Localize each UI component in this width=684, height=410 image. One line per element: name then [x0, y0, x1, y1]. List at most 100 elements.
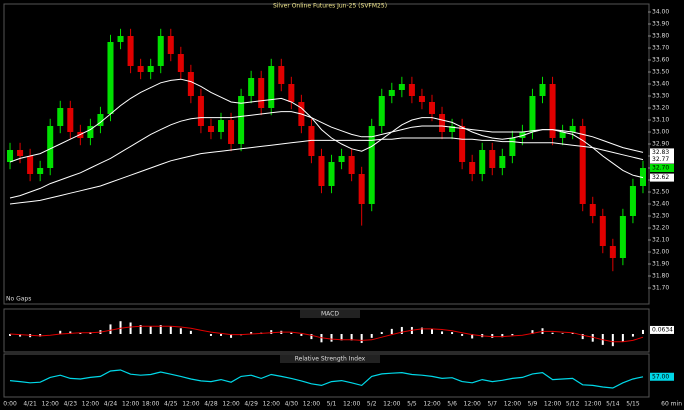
- x-tick-label: 12:00: [263, 401, 280, 408]
- candle-body: [378, 96, 385, 126]
- macd-bar: [430, 328, 433, 334]
- candle-body: [609, 246, 616, 258]
- candle-body: [37, 168, 44, 174]
- candle-body: [469, 162, 476, 174]
- x-tick-label: 12:00: [82, 401, 99, 408]
- value-tag: 32.77: [652, 156, 669, 163]
- candle-body: [459, 126, 466, 162]
- x-tick-label: 12:00: [42, 401, 59, 408]
- macd-bar: [531, 330, 534, 334]
- macd-title: MACD: [321, 311, 339, 318]
- macd-bar: [571, 332, 574, 334]
- candle-body: [358, 174, 365, 204]
- candle-body: [248, 78, 255, 96]
- candle-body: [268, 66, 275, 108]
- candle-body: [489, 150, 496, 168]
- macd-bar: [300, 334, 303, 336]
- candle-body: [519, 132, 526, 138]
- candle-body: [288, 84, 295, 102]
- macd-bar: [621, 334, 624, 342]
- macd-bar: [471, 334, 474, 339]
- y-tick-label: 32.90: [652, 141, 669, 148]
- candle-body: [97, 114, 104, 126]
- candle-body: [147, 66, 154, 72]
- macd-bar: [330, 334, 333, 342]
- moving-average: [9, 78, 644, 179]
- x-tick-label: 5/2: [367, 401, 377, 408]
- candle-body: [308, 126, 315, 156]
- candle-body: [57, 108, 64, 126]
- macd-bar: [451, 332, 454, 334]
- y-tick-label: 33.00: [652, 129, 669, 136]
- value-tag: 32.70: [652, 165, 669, 172]
- y-tick-label: 32.30: [652, 213, 669, 220]
- macd-bar: [390, 328, 393, 334]
- moving-average: [9, 111, 644, 199]
- macd-bar: [19, 334, 22, 337]
- macd-bar: [350, 334, 353, 341]
- y-tick-label: 34.00: [652, 9, 669, 16]
- candle-body: [107, 42, 114, 114]
- x-tick-label: 4/25: [164, 401, 178, 408]
- macd-bar: [9, 334, 12, 336]
- candle-body: [408, 84, 415, 96]
- candle-body: [509, 138, 516, 156]
- x-tick-label: 5/7: [487, 401, 497, 408]
- x-tick-label: 12:00: [122, 401, 139, 408]
- candle-body: [569, 126, 576, 132]
- candle-body: [388, 90, 395, 96]
- macd-bar: [561, 333, 564, 334]
- macd-bar: [501, 334, 504, 338]
- macd-bar: [139, 325, 142, 334]
- candle-body: [167, 36, 174, 54]
- y-tick-label: 32.50: [652, 189, 669, 196]
- macd-bar: [551, 332, 554, 334]
- x-tick-label: 0:00: [3, 401, 17, 408]
- value-tag: 32.83: [652, 149, 669, 156]
- x-tick-label: 5/12: [566, 401, 580, 408]
- value-tag-bg: [650, 148, 674, 157]
- candle-body: [177, 54, 184, 72]
- macd-bar: [220, 334, 223, 336]
- y-tick-label: 33.50: [652, 69, 669, 76]
- x-tick-label: 5/14: [606, 401, 620, 408]
- candle-body: [47, 126, 54, 168]
- candle-body: [228, 120, 235, 144]
- macd-bar: [119, 321, 122, 334]
- value-tag: 0.0634: [652, 326, 673, 333]
- value-tag-bg: [650, 164, 674, 172]
- candle-body: [77, 132, 84, 138]
- y-tick-label: 33.20: [652, 105, 669, 112]
- macd-bar: [631, 334, 634, 337]
- candle-body: [418, 96, 425, 102]
- macd-bar: [310, 334, 313, 340]
- candle-body: [539, 84, 546, 96]
- candle-body: [217, 120, 225, 132]
- macd-bar: [491, 334, 494, 338]
- macd-bar: [611, 334, 614, 347]
- y-tick-label: 33.70: [652, 45, 669, 52]
- x-tick-label: 4/23: [64, 401, 78, 408]
- value-tag-bg: [650, 173, 674, 182]
- macd-bar: [581, 334, 584, 340]
- candle-body: [238, 96, 245, 144]
- y-tick-label: 32.40: [652, 201, 669, 208]
- interval-label: 60 min: [661, 401, 682, 408]
- y-tick-label: 33.10: [652, 117, 669, 124]
- macd-bar: [230, 334, 233, 338]
- x-tick-label: 12:00: [182, 401, 199, 408]
- y-tick-label: 31.90: [652, 261, 669, 268]
- candle-body: [187, 72, 194, 96]
- candle-body: [599, 216, 606, 246]
- macd-bar: [441, 331, 444, 334]
- macd-bar: [420, 327, 423, 334]
- candle-body: [67, 108, 74, 132]
- macd-bar: [380, 332, 383, 334]
- candle-body: [439, 114, 446, 132]
- candle-body: [27, 156, 34, 174]
- x-tick-label: 5/6: [447, 401, 457, 408]
- x-tick-label: 12:00: [343, 401, 360, 408]
- candle-body: [318, 156, 325, 186]
